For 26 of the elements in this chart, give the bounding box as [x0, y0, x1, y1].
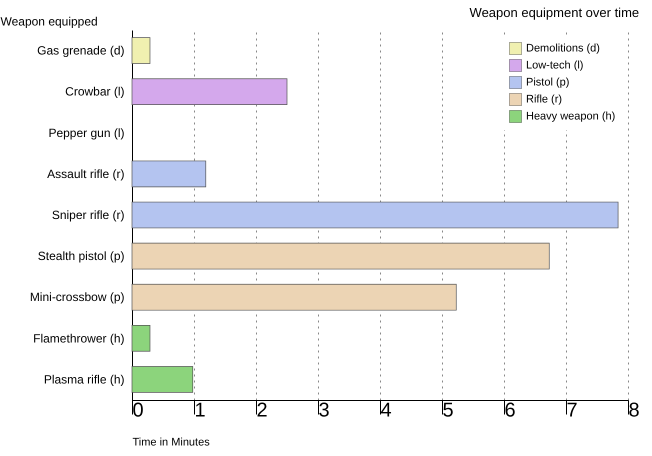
y-tick-label: Flamethrower (h)	[33, 331, 124, 346]
y-tick-label: Gas grenade (d)	[37, 44, 124, 58]
x-tick-label: 1	[194, 400, 206, 422]
x-tick-label: 5	[442, 400, 454, 422]
y-tick-label: Stealth pistol (p)	[38, 249, 124, 264]
chart-title: Weapon equipment over time	[470, 5, 640, 20]
legend-label: Heavy weapon (h)	[526, 110, 616, 122]
x-tick-label: 7	[566, 400, 578, 422]
x-tick-label: 6	[504, 400, 516, 422]
legend-label: Demolitions (d)	[526, 42, 600, 54]
legend-label: Low-tech (l)	[526, 60, 584, 72]
x-tick-label: 4	[380, 400, 392, 422]
y-tick-label: Mini-crossbow (p)	[30, 290, 124, 304]
x-tick-label: 8	[628, 400, 640, 422]
y-tick-label: Sniper rifle (r)	[52, 208, 124, 222]
y-tick-label: Crowbar (l)	[65, 84, 124, 99]
x-axis-title: Time in Minutes	[132, 436, 210, 448]
y-tick-label: Plasma rifle (h)	[44, 372, 124, 386]
y-axis-title: Weapon equipped	[0, 14, 98, 28]
legend-label: Rifle (r)	[526, 94, 562, 106]
x-tick-label: 2	[256, 400, 268, 422]
legend-label: Pistol (p)	[526, 76, 570, 88]
x-tick-label: 0	[132, 400, 144, 422]
x-tick-label: 3	[318, 400, 330, 422]
y-tick-label: Assault rifle (r)	[47, 166, 125, 181]
y-tick-label: Pepper gun (l)	[48, 126, 124, 140]
